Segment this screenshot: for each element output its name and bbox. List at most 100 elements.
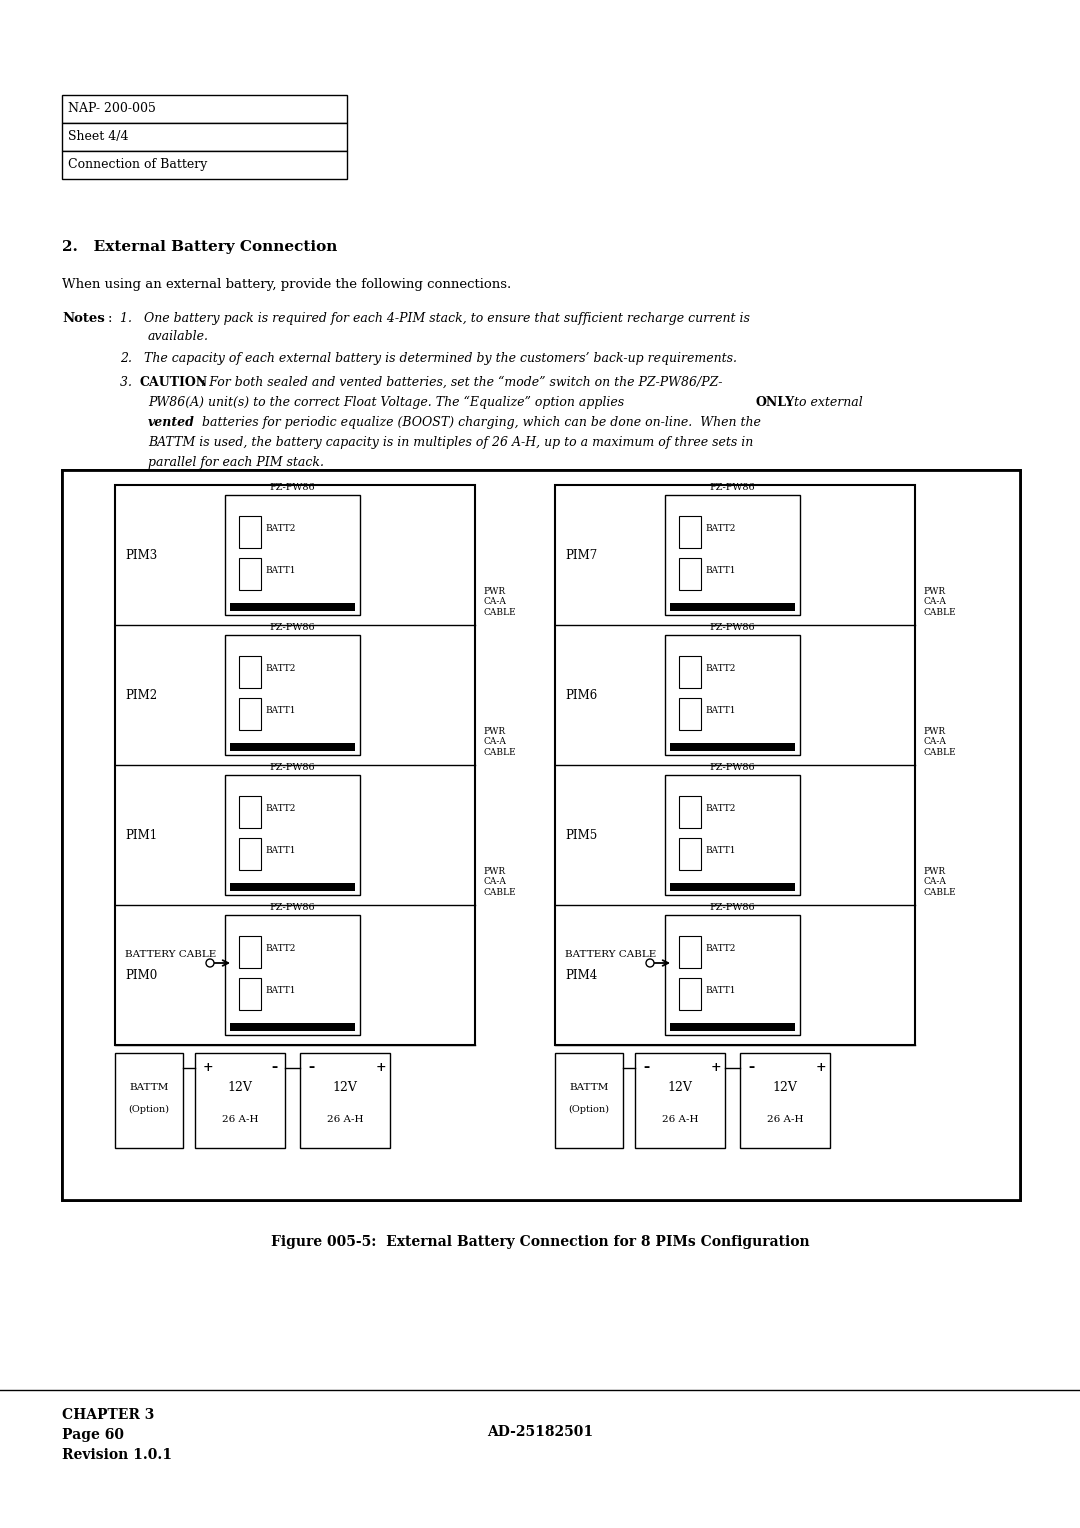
Text: vented: vented bbox=[148, 416, 194, 429]
Bar bbox=[195, 1053, 285, 1148]
Text: BATT1: BATT1 bbox=[265, 706, 296, 715]
Text: BATTERY CABLE: BATTERY CABLE bbox=[565, 950, 657, 960]
Text: BATTM: BATTM bbox=[569, 1083, 609, 1093]
Text: PWR
CA-A
CABLE: PWR CA-A CABLE bbox=[483, 587, 515, 617]
Text: PWR
CA-A
CABLE: PWR CA-A CABLE bbox=[483, 866, 515, 897]
Bar bbox=[679, 656, 701, 688]
Text: PWR
CA-A
CABLE: PWR CA-A CABLE bbox=[923, 587, 956, 617]
Text: BATT2: BATT2 bbox=[265, 665, 295, 672]
Text: to external: to external bbox=[789, 396, 863, 410]
Text: BATTERY CABLE: BATTERY CABLE bbox=[125, 950, 216, 960]
Circle shape bbox=[206, 960, 214, 967]
Bar bbox=[225, 775, 360, 895]
Text: BATT2: BATT2 bbox=[265, 524, 295, 533]
Text: 12V: 12V bbox=[333, 1080, 357, 1094]
Bar bbox=[665, 915, 800, 1034]
Bar bbox=[679, 516, 701, 549]
Text: ONLY: ONLY bbox=[756, 396, 795, 410]
Text: PW86(A) unit(s) to the correct Float Voltage. The “Equalize” option applies: PW86(A) unit(s) to the correct Float Vol… bbox=[148, 396, 629, 410]
Bar bbox=[62, 471, 1020, 1199]
Text: Notes: Notes bbox=[62, 312, 105, 325]
Bar bbox=[670, 604, 795, 611]
Text: 1.   One battery pack is required for each 4-PIM stack, to ensure that sufficien: 1. One battery pack is required for each… bbox=[120, 312, 750, 325]
Text: 26 A-H: 26 A-H bbox=[327, 1115, 363, 1125]
Bar bbox=[62, 151, 347, 179]
Text: CHAPTER 3: CHAPTER 3 bbox=[62, 1407, 154, 1423]
Text: Sheet 4/4: Sheet 4/4 bbox=[68, 130, 129, 144]
Circle shape bbox=[646, 960, 654, 967]
Text: +: + bbox=[376, 1060, 387, 1074]
Bar bbox=[670, 1024, 795, 1031]
Text: 3.: 3. bbox=[120, 376, 140, 390]
Text: CAUTION: CAUTION bbox=[140, 376, 208, 390]
Bar bbox=[62, 471, 1020, 1199]
Text: BATT1: BATT1 bbox=[705, 986, 735, 995]
Text: 26 A-H: 26 A-H bbox=[221, 1115, 258, 1125]
Text: PZ-PW86: PZ-PW86 bbox=[269, 903, 314, 912]
Text: PZ-PW86: PZ-PW86 bbox=[269, 623, 314, 633]
Text: PZ-PW86: PZ-PW86 bbox=[710, 483, 755, 492]
Bar bbox=[679, 837, 701, 869]
Text: 26 A-H: 26 A-H bbox=[767, 1115, 804, 1125]
Bar bbox=[239, 978, 261, 1010]
Text: 26 A-H: 26 A-H bbox=[662, 1115, 699, 1125]
Text: PWR
CA-A
CABLE: PWR CA-A CABLE bbox=[923, 727, 956, 756]
Text: PIM7: PIM7 bbox=[565, 549, 597, 562]
Text: BATT1: BATT1 bbox=[265, 986, 296, 995]
Text: NAP- 200-005: NAP- 200-005 bbox=[68, 102, 156, 115]
Bar bbox=[670, 883, 795, 891]
Text: BATT2: BATT2 bbox=[265, 804, 295, 813]
Text: PIM4: PIM4 bbox=[565, 969, 597, 983]
Bar bbox=[239, 698, 261, 730]
Text: Revision 1.0.1: Revision 1.0.1 bbox=[62, 1449, 172, 1462]
Text: : For both sealed and vented batteries, set the “mode” switch on the PZ-PW86/PZ-: : For both sealed and vented batteries, … bbox=[201, 376, 723, 390]
Text: –: – bbox=[748, 1060, 754, 1074]
Bar bbox=[230, 604, 355, 611]
Bar bbox=[740, 1053, 831, 1148]
Text: parallel for each PIM stack.: parallel for each PIM stack. bbox=[148, 455, 324, 469]
Text: –: – bbox=[271, 1060, 278, 1074]
Text: PZ-PW86: PZ-PW86 bbox=[710, 903, 755, 912]
Bar bbox=[225, 636, 360, 755]
Text: 12V: 12V bbox=[667, 1080, 692, 1094]
Text: BATT2: BATT2 bbox=[705, 665, 735, 672]
Bar bbox=[62, 95, 347, 122]
Text: +: + bbox=[816, 1060, 826, 1074]
Bar bbox=[239, 837, 261, 869]
Bar bbox=[665, 636, 800, 755]
Bar bbox=[114, 484, 475, 1045]
Bar bbox=[239, 796, 261, 828]
Text: PIM6: PIM6 bbox=[565, 689, 597, 701]
Bar bbox=[665, 495, 800, 614]
Bar bbox=[635, 1053, 725, 1148]
Bar bbox=[239, 516, 261, 549]
Text: BATT2: BATT2 bbox=[705, 944, 735, 953]
Text: BATT1: BATT1 bbox=[265, 847, 296, 856]
Text: BATTM: BATTM bbox=[130, 1083, 168, 1093]
Text: PWR
CA-A
CABLE: PWR CA-A CABLE bbox=[923, 866, 956, 897]
Text: available.: available. bbox=[148, 330, 210, 342]
Bar bbox=[225, 495, 360, 614]
Bar bbox=[230, 1024, 355, 1031]
Text: (Option): (Option) bbox=[129, 1105, 170, 1114]
Text: BATT1: BATT1 bbox=[705, 847, 735, 856]
Bar bbox=[62, 122, 347, 151]
Text: When using an external battery, provide the following connections.: When using an external battery, provide … bbox=[62, 278, 511, 290]
Text: batteries for periodic equalize (BOOST) charging, which can be done on-line.  Wh: batteries for periodic equalize (BOOST) … bbox=[198, 416, 761, 429]
Text: BATT2: BATT2 bbox=[705, 524, 735, 533]
Text: Connection of Battery: Connection of Battery bbox=[68, 157, 207, 171]
Text: PWR
CA-A
CABLE: PWR CA-A CABLE bbox=[483, 727, 515, 756]
Text: PIM1: PIM1 bbox=[125, 830, 157, 842]
Text: BATT2: BATT2 bbox=[705, 804, 735, 813]
Bar bbox=[679, 558, 701, 590]
Text: PIM0: PIM0 bbox=[125, 969, 158, 983]
Text: PIM2: PIM2 bbox=[125, 689, 157, 701]
Text: PIM5: PIM5 bbox=[565, 830, 597, 842]
Text: BATTM is used, the battery capacity is in multiples of 26 A-H, up to a maximum o: BATTM is used, the battery capacity is i… bbox=[148, 435, 753, 449]
Text: –: – bbox=[308, 1060, 314, 1074]
Bar bbox=[679, 796, 701, 828]
Bar bbox=[225, 915, 360, 1034]
Text: PZ-PW86: PZ-PW86 bbox=[710, 762, 755, 772]
Text: PIM3: PIM3 bbox=[125, 549, 158, 562]
Bar bbox=[555, 484, 915, 1045]
